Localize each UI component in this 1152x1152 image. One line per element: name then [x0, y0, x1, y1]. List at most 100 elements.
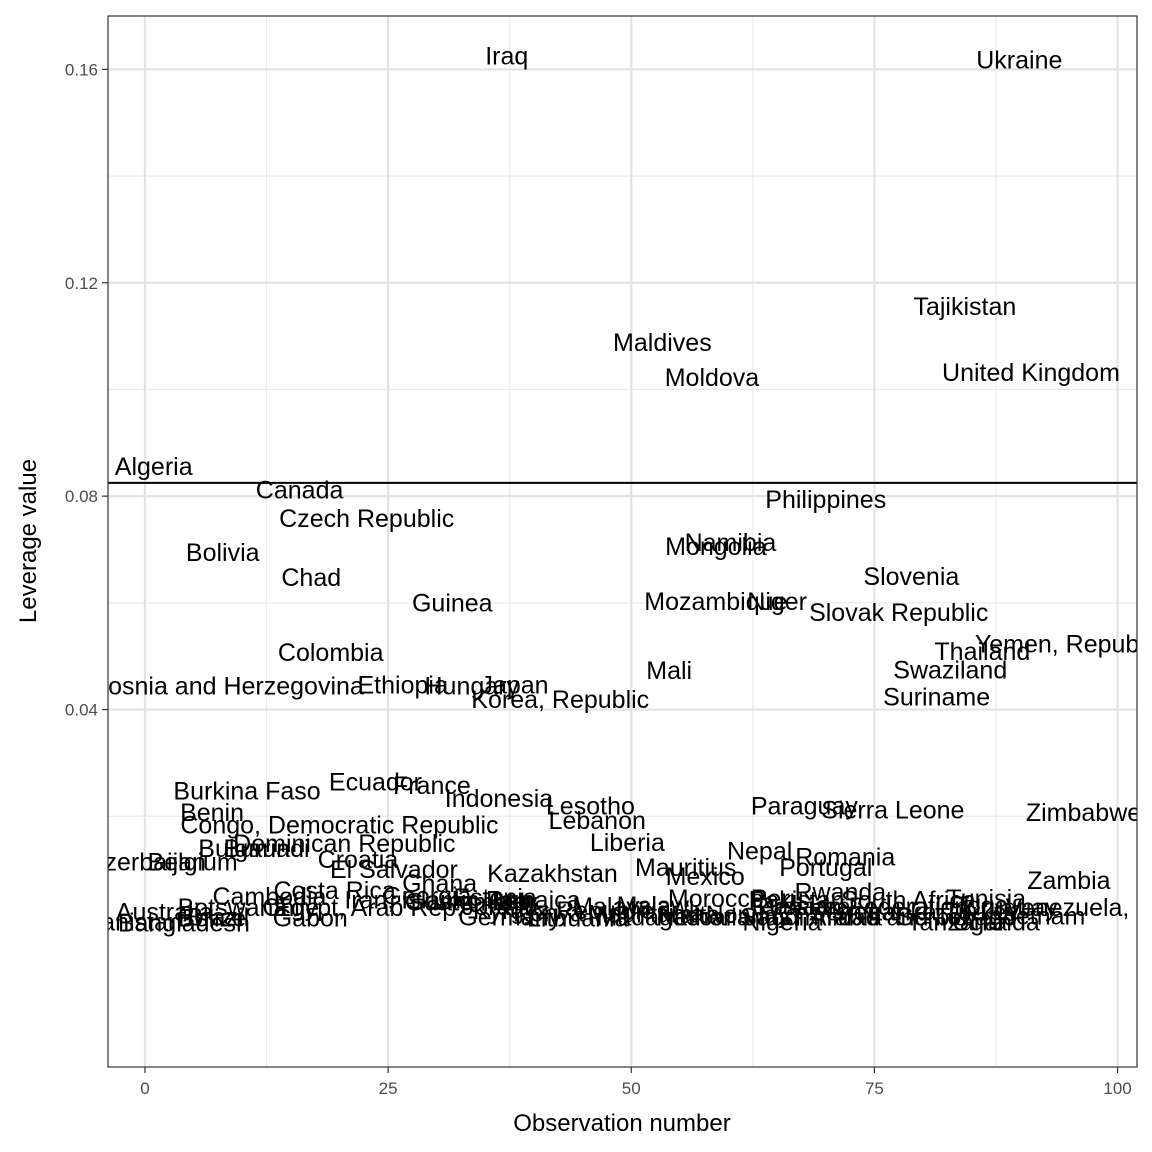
point-label: Lithuania	[527, 905, 629, 933]
point-label: Namibia	[685, 529, 777, 557]
point-label: Malawi	[617, 892, 695, 920]
point-label: Saudi Arabia	[740, 904, 882, 932]
x-tick-label: 75	[865, 1079, 884, 1098]
point-label: Costa Rica	[273, 877, 395, 905]
point-label: Bolivia	[186, 539, 260, 567]
point-label: Ecuador	[329, 769, 422, 797]
y-tick-label: 0.04	[65, 701, 98, 720]
y-tick-label: 0.08	[65, 487, 98, 506]
point-label: Tanzania	[907, 908, 1007, 936]
gridlines	[108, 16, 1137, 1067]
point-label: Congo, Democratic Republic	[180, 811, 498, 839]
point-label: Mozambique	[644, 588, 787, 616]
point-label: Algeria	[115, 453, 193, 481]
point-label: France	[393, 772, 471, 800]
point-label: Japan	[480, 672, 548, 700]
point-label: Portugal	[779, 854, 872, 882]
point-label: Lesotho	[546, 793, 635, 821]
point-label: Romania	[795, 843, 895, 871]
point-label: Netherlands	[656, 904, 791, 932]
x-tick-label: 25	[379, 1079, 398, 1098]
point-label: Philippines	[765, 486, 886, 514]
point-label: Burkina Faso	[173, 778, 320, 806]
point-label: Kazakhstan	[487, 860, 618, 888]
point-label: Germany	[458, 904, 561, 932]
point-label: Canada	[256, 476, 344, 504]
point-label: Benin	[180, 799, 244, 827]
point-label: Georgia	[383, 882, 472, 910]
point-label: Vietnam	[994, 903, 1085, 931]
point-label: Maldives	[613, 329, 712, 357]
point-label: Afghanistan	[50, 908, 182, 936]
point-label: Serbia	[897, 904, 969, 932]
point-label: Turkey	[944, 898, 1020, 926]
point-label: Slovak Republic	[809, 599, 988, 627]
point-label: Lebanon	[549, 807, 646, 835]
point-label: Moldova	[665, 364, 760, 392]
point-label: Estonia	[453, 884, 536, 912]
point-label: Niger	[747, 588, 807, 616]
point-label: Swaziland	[893, 657, 1007, 685]
point-label: Peru	[751, 885, 804, 913]
point-label: United Kingdom	[942, 359, 1120, 387]
point-label: Dominican Republic	[233, 830, 455, 858]
point-label: Egypt, Arab Rep.	[274, 894, 463, 922]
point-label: Mexico	[666, 863, 745, 891]
point-label: Kenya	[513, 899, 584, 927]
point-label: Trinidad and Tobago	[790, 904, 1017, 932]
axes: 0 25 50 75 100 0.04 0.08 0.12 0.16	[65, 60, 1132, 1098]
point-label: Australia	[116, 898, 213, 926]
point-label: Croatia	[318, 846, 399, 874]
point-label: Bulgaria	[198, 835, 290, 863]
point-label: Chile	[262, 894, 319, 922]
point-label: Mauritania	[587, 900, 704, 928]
point-label: Belgium	[147, 849, 237, 877]
point-label: Senegal	[809, 898, 901, 926]
y-tick-label: 0.16	[65, 60, 98, 79]
y-axis-title: Leverage value	[15, 459, 42, 623]
point-label: Yemen, Republic	[975, 630, 1152, 658]
point-label: Ukraine	[976, 46, 1062, 74]
point-label: Nepal	[727, 837, 792, 865]
point-label: Bosnia and Herzegovina	[91, 673, 363, 701]
x-tick-label: 50	[622, 1079, 641, 1098]
point-label: Malta	[659, 901, 720, 929]
point-label: Thailand	[934, 638, 1030, 666]
point-label: Norway	[706, 901, 791, 929]
point-label: Kyrgyz Republic	[473, 897, 654, 925]
point-label: Ethiopia	[358, 672, 448, 700]
point-label: Italy	[492, 889, 538, 917]
x-tick-label: 0	[140, 1079, 149, 1098]
point-label: Jordan	[462, 893, 538, 921]
point-label: Liberia	[590, 829, 665, 857]
point-label: Venezuela, RB	[1006, 894, 1152, 922]
point-label: Tajikistan	[913, 293, 1016, 321]
point-label: Panama	[758, 893, 851, 921]
point-label: Indonesia	[445, 785, 554, 813]
point-label: Botswana	[178, 894, 288, 922]
point-label: Rwanda	[794, 879, 886, 907]
point-label: Chad	[281, 564, 341, 592]
point-label: Paraguay	[751, 793, 859, 821]
point-label: Uruguay	[963, 894, 1058, 922]
point-label: Iran, Islamic Rep.	[344, 887, 539, 915]
y-tick-label: 0.12	[65, 274, 98, 293]
point-label: Togo	[954, 892, 1008, 920]
point-label: Ghana	[402, 870, 477, 898]
point-label: Guinea	[412, 589, 493, 617]
point-label: Azerbaijan	[88, 849, 206, 877]
point-label: Colombia	[278, 639, 384, 667]
point-label: Bangladesh	[118, 909, 250, 937]
point-label: Tunisia	[946, 885, 1026, 913]
point-label: Brazil	[187, 904, 250, 932]
point-label: Malaysia	[572, 893, 671, 921]
point-label: Pakistan	[749, 887, 845, 915]
point-label: Russian Federation	[751, 893, 968, 921]
point-label: Mauritius	[635, 854, 736, 882]
point-label: Guatemala	[405, 889, 527, 917]
point-label: Suriname	[883, 683, 990, 711]
point-label: Zambia	[1027, 867, 1110, 895]
x-axis-title: Observation number	[513, 1110, 730, 1137]
